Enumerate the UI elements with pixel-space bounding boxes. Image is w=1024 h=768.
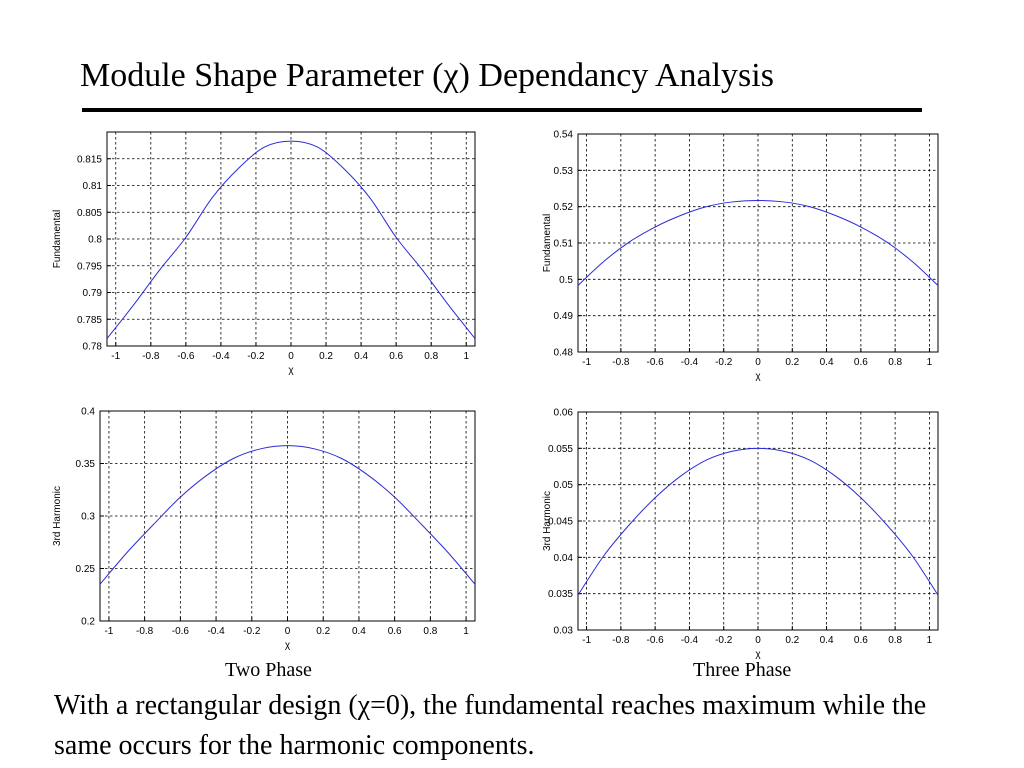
- chart-three-phase-3rd-harmonic: -1 -0.8 -0.6 -0.4 -0.2 0 0.2 0.4 0.6 0.8 1 0.03 0.03…: [542, 408, 939, 660]
- x-axis-label: χ: [755, 371, 761, 382]
- y-tick-label: 0.05: [554, 480, 574, 491]
- x-tick-label: -0.4: [681, 635, 699, 646]
- x-tick-label: 0: [755, 357, 761, 368]
- x-tick-label: 0: [755, 635, 761, 646]
- series-line: [578, 199, 938, 286]
- y-tick-label: 0.5: [559, 275, 573, 286]
- x-tick-label: 0.4: [820, 357, 834, 368]
- x-tick-label: 0.2: [785, 635, 799, 646]
- x-tick-label: -0.8: [142, 351, 160, 362]
- x-tick-label: -0.4: [681, 357, 699, 368]
- y-tick-label: 0.4: [81, 407, 95, 418]
- x-tick-label: 0.8: [424, 351, 438, 362]
- x-tick-label: 0.6: [854, 357, 868, 368]
- x-tick-label: 1: [927, 357, 933, 368]
- x-tick-label: -1: [582, 357, 591, 368]
- series-line: [107, 140, 475, 339]
- x-tick-label: -0.2: [715, 635, 733, 646]
- x-tick-label: -0.6: [647, 357, 665, 368]
- x-tick-label: 0.8: [423, 626, 437, 637]
- y-tick-label: 0.53: [554, 166, 574, 177]
- y-tick-label: 0.8: [88, 235, 102, 246]
- y-tick-label: 0.03: [554, 626, 574, 637]
- x-tick-label: 0.6: [388, 626, 402, 637]
- slide-title: Module Shape Parameter (χ) Dependancy An…: [80, 57, 774, 94]
- y-axis-label: 3rd Harmonic: [52, 486, 63, 546]
- x-tick-label: 1: [927, 635, 933, 646]
- y-tick-label: 0.045: [548, 517, 573, 528]
- y-tick-label: 0.49: [554, 311, 574, 322]
- plot-frame: [99, 410, 476, 622]
- y-tick-label: 0.54: [554, 130, 574, 141]
- x-tick-label: -0.4: [212, 351, 230, 362]
- y-tick-label: 0.785: [77, 315, 102, 326]
- x-tick-label: -0.6: [172, 626, 190, 637]
- y-tick-label: 0.815: [77, 154, 102, 165]
- y-tick-label: 0.25: [76, 564, 96, 575]
- y-tick-label: 0.35: [76, 459, 96, 470]
- x-tick-label: -0.2: [247, 351, 265, 362]
- x-tick-label: 0.2: [319, 351, 333, 362]
- x-tick-label: 1: [463, 626, 469, 637]
- x-tick-label: -0.8: [612, 635, 630, 646]
- y-tick-label: 0.04: [554, 553, 574, 564]
- y-tick-label: 0.035: [548, 589, 573, 600]
- chart-two-phase-fundamental: -1 -0.8 -0.6 -0.4 -0.2 0 0.2 0.4 0.6 0.8 10.780.78…: [52, 131, 476, 376]
- y-tick-label: 0.81: [83, 181, 103, 192]
- y-tick-label: 0.795: [77, 261, 102, 272]
- x-tick-label: 0.2: [316, 626, 330, 637]
- y-tick-label: 0.06: [554, 408, 574, 419]
- x-tick-label: -0.4: [207, 626, 225, 637]
- x-tick-label: 0.4: [352, 626, 366, 637]
- y-tick-label: 0.2: [81, 617, 95, 628]
- x-axis-label: χ: [285, 640, 291, 651]
- y-tick-label: 0.805: [77, 208, 102, 219]
- x-tick-label: 0.8: [888, 357, 902, 368]
- x-axis-label: χ: [755, 649, 761, 660]
- title-divider: [82, 108, 922, 112]
- x-tick-label: -0.2: [243, 626, 261, 637]
- y-tick-label: 0.055: [548, 444, 573, 455]
- series-line: [100, 445, 475, 585]
- y-tick-label: 0.51: [554, 239, 574, 250]
- x-tick-label: 0: [285, 626, 291, 637]
- x-tick-label: -0.2: [715, 357, 733, 368]
- x-tick-label: -1: [111, 351, 120, 362]
- caption-two-phase: Two Phase: [225, 659, 312, 681]
- x-tick-label: -0.8: [136, 626, 154, 637]
- x-tick-label: -1: [582, 635, 591, 646]
- x-tick-label: 0.2: [785, 357, 799, 368]
- x-tick-label: 0.4: [820, 635, 834, 646]
- x-tick-label: 0.6: [389, 351, 403, 362]
- series-line: [578, 447, 938, 596]
- y-axis-label: Fundamental: [52, 210, 63, 268]
- x-tick-label: 0.8: [888, 635, 902, 646]
- y-axis-label: Fundamental: [542, 214, 553, 272]
- x-tick-label: 0.6: [854, 635, 868, 646]
- y-tick-label: 0.3: [81, 512, 95, 523]
- x-tick-label: 1: [463, 351, 469, 362]
- x-axis-label: χ: [288, 365, 294, 376]
- plot-frame: [106, 131, 476, 347]
- x-tick-label: 0: [288, 351, 294, 362]
- x-tick-label: -0.6: [647, 635, 665, 646]
- plot-frame: [577, 133, 939, 353]
- x-tick-label: -1: [104, 626, 113, 637]
- chart-three-phase-fundamental: -1 -0.8 -0.6 -0.4 -0.2 0 0.2 0.4 0.6 0.8 1 0.48 0.49…: [542, 130, 939, 382]
- x-tick-label: -0.8: [612, 357, 630, 368]
- plot-frame: [577, 411, 939, 631]
- y-tick-label: 0.52: [554, 202, 574, 213]
- y-tick-label: 0.48: [554, 348, 574, 359]
- caption-three-phase: Three Phase: [693, 659, 792, 681]
- y-tick-label: 0.78: [83, 342, 103, 353]
- y-tick-label: 0.79: [83, 288, 103, 299]
- chart-two-phase-3rd-harmonic: -1 -0.8 -0.6 -0.4 -0.2 0 0.2 0.4 0.6 0.8 1 0.2 0.25 0…: [52, 407, 476, 651]
- x-tick-label: 0.4: [354, 351, 368, 362]
- summary-text: With a rectangular design (χ=0), the fun…: [54, 690, 927, 761]
- x-tick-label: -0.6: [177, 351, 195, 362]
- y-axis-label: 3rd Harmonic: [542, 491, 553, 551]
